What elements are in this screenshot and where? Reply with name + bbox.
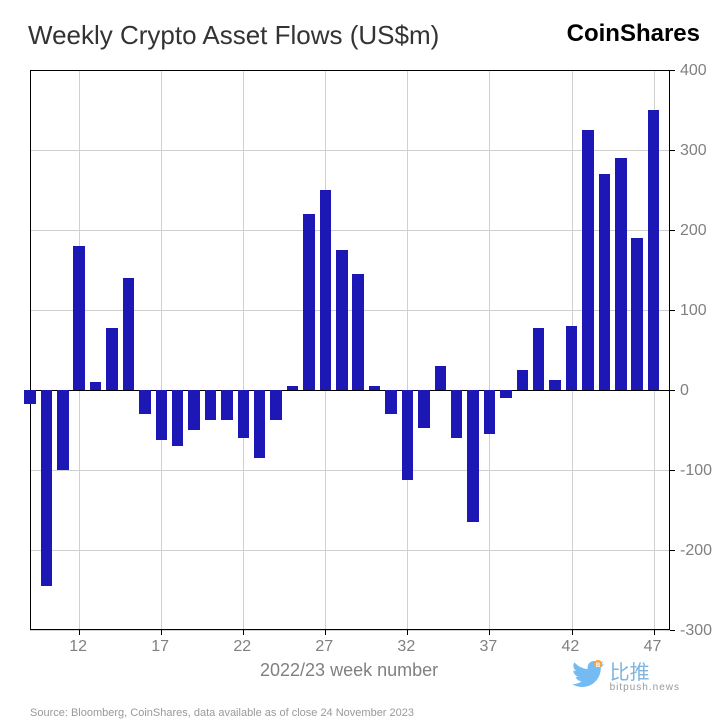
bar [172, 390, 183, 446]
x-tick [407, 630, 408, 635]
x-tick [243, 630, 244, 635]
x-tick-label: 12 [69, 638, 87, 656]
y-tick [670, 310, 675, 311]
gridline [161, 70, 162, 630]
x-tick-label: 17 [151, 638, 169, 656]
y-tick-label: -100 [680, 462, 712, 480]
gridline [243, 70, 244, 630]
y-tick-label: 300 [680, 142, 707, 160]
plot-border [30, 70, 670, 71]
bar [156, 390, 167, 440]
bar [254, 390, 265, 458]
bar [352, 274, 363, 390]
y-tick-label: -300 [680, 622, 712, 640]
bar [320, 190, 331, 390]
watermark-cn: 比推 [610, 663, 680, 683]
bar [57, 390, 68, 470]
y-tick [670, 390, 675, 391]
bar [188, 390, 199, 430]
y-tick-label: 400 [680, 62, 707, 80]
y-tick [670, 150, 675, 151]
x-tick-label: 47 [644, 638, 662, 656]
bird-icon: B [570, 660, 606, 695]
brand-logo-text: CoinShares [567, 20, 700, 48]
y-tick [670, 70, 675, 71]
bar [566, 326, 577, 390]
bar [549, 380, 560, 390]
y-tick [670, 630, 675, 631]
bar [303, 214, 314, 390]
bar [221, 390, 232, 420]
bar [517, 370, 528, 390]
x-axis-label: 2022/23 week number [260, 660, 438, 681]
x-tick [79, 630, 80, 635]
x-tick [572, 630, 573, 635]
bar [467, 390, 478, 522]
gridline [30, 230, 670, 231]
x-tick [325, 630, 326, 635]
watermark: B 比推 bitpush.news [570, 660, 680, 695]
x-tick [161, 630, 162, 635]
bar [106, 328, 117, 390]
plot-border [30, 629, 670, 630]
bar [139, 390, 150, 414]
bar [336, 250, 347, 390]
bar [123, 278, 134, 390]
watermark-en: bitpush.news [610, 683, 680, 693]
gridline [30, 550, 670, 551]
bar [500, 390, 511, 398]
y-tick [670, 550, 675, 551]
chart-title: Weekly Crypto Asset Flows (US$m) [28, 20, 439, 51]
plot-area: -300-200-1000100200300400121722273237424… [30, 70, 670, 630]
x-tick-label: 42 [562, 638, 580, 656]
y-tick [670, 470, 675, 471]
plot-border [30, 70, 31, 630]
bar [631, 238, 642, 390]
bar [582, 130, 593, 390]
bar [648, 110, 659, 390]
bar [418, 390, 429, 428]
y-tick [670, 230, 675, 231]
bar [451, 390, 462, 438]
bar [41, 390, 52, 586]
bar [484, 390, 495, 434]
gridline [407, 70, 408, 630]
x-tick [654, 630, 655, 635]
y-tick-label: 100 [680, 302, 707, 320]
bar [287, 386, 298, 390]
gridline [30, 470, 670, 471]
plot-border [669, 70, 670, 630]
svg-text:B: B [595, 663, 600, 669]
bar [205, 390, 216, 420]
x-tick-label: 22 [233, 638, 251, 656]
bar [615, 158, 626, 390]
bar [270, 390, 281, 420]
bar [238, 390, 249, 438]
bar [533, 328, 544, 390]
gridline [30, 150, 670, 151]
x-tick-label: 37 [479, 638, 497, 656]
bar [402, 390, 413, 480]
zero-line [30, 390, 670, 391]
source-text: Source: Bloomberg, CoinShares, data avai… [30, 707, 414, 719]
bar [24, 390, 35, 404]
bar [435, 366, 446, 390]
x-tick-label: 27 [315, 638, 333, 656]
bar [73, 246, 84, 390]
bar [385, 390, 396, 414]
gridline [489, 70, 490, 630]
x-tick [489, 630, 490, 635]
y-tick-label: 200 [680, 222, 707, 240]
bar [599, 174, 610, 390]
x-tick-label: 32 [397, 638, 415, 656]
gridline [30, 630, 670, 631]
bar [90, 382, 101, 390]
y-tick-label: 0 [680, 382, 689, 400]
y-tick-label: -200 [680, 542, 712, 560]
bar [369, 386, 380, 390]
